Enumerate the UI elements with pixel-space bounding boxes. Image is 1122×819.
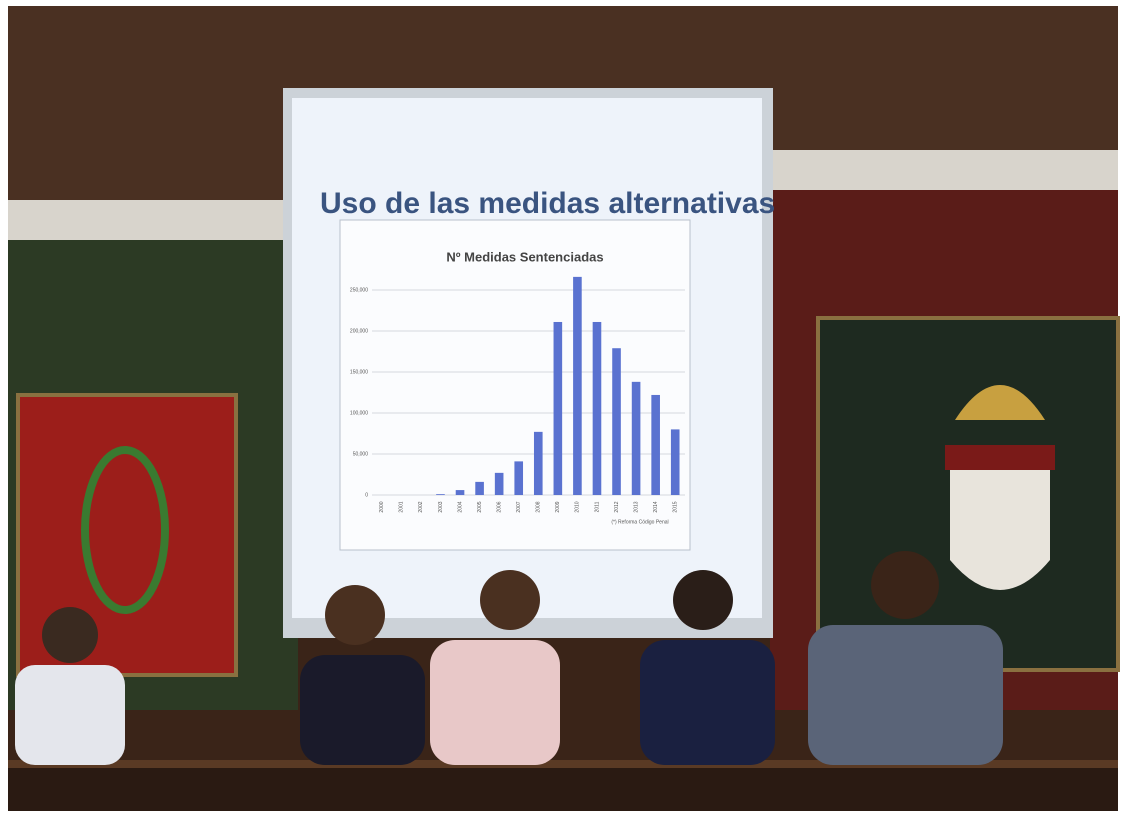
panel (15, 551, 1003, 765)
person (808, 625, 1003, 765)
x-tick-label: 2014 (653, 501, 659, 512)
shield-band (945, 445, 1055, 470)
table (8, 765, 1118, 811)
bar (670, 429, 680, 495)
x-tick-label: 2013 (633, 501, 639, 512)
head (673, 570, 733, 630)
person (640, 640, 775, 765)
person (15, 665, 125, 765)
head (480, 570, 540, 630)
bar (553, 321, 563, 495)
footnote: (*) Reforma Código Penal (611, 519, 668, 525)
head (42, 607, 98, 663)
x-tick-label: 2006 (496, 501, 502, 512)
y-tick-label: 250,000 (350, 287, 368, 293)
bar (533, 431, 543, 495)
y-tick-label: 100,000 (350, 410, 368, 416)
bar (475, 481, 484, 495)
wall-band (8, 200, 298, 240)
bar (573, 276, 582, 495)
head (871, 551, 939, 619)
shield (950, 470, 1050, 590)
person (430, 640, 560, 765)
bar (651, 394, 660, 495)
x-tick-label: 2001 (399, 501, 405, 512)
x-tick-label: 2007 (516, 501, 522, 512)
chart-title: Nº Medidas Sentenciadas (446, 249, 603, 264)
x-tick-label: 2002 (418, 501, 424, 512)
y-tick-label: 50,000 (353, 451, 369, 457)
y-tick-label: 0 (365, 492, 368, 498)
bar (612, 348, 621, 495)
y-tick-label: 150,000 (350, 369, 368, 375)
bar (455, 490, 465, 495)
person (300, 655, 425, 765)
x-tick-label: 2012 (614, 501, 620, 512)
x-tick-label: 2008 (536, 501, 542, 512)
bar (631, 381, 641, 495)
x-tick-label: 2000 (379, 501, 385, 512)
wreath (81, 446, 169, 614)
table-edge (8, 760, 1118, 768)
bar (436, 494, 445, 495)
x-tick-label: 2011 (594, 501, 600, 512)
x-tick-label: 2004 (457, 501, 463, 512)
x-tick-label: 2009 (555, 501, 561, 512)
y-tick-label: 200,000 (350, 328, 368, 334)
x-tick-label: 2005 (477, 501, 483, 512)
head (325, 585, 385, 645)
bar (494, 472, 504, 495)
slide-title: Uso de las medidas alternativas (320, 187, 775, 220)
x-tick-label: 2010 (575, 501, 581, 512)
wall-band (770, 150, 1118, 190)
x-tick-label: 2003 (438, 501, 444, 512)
bar (592, 321, 602, 495)
crown (955, 385, 1045, 420)
x-tick-label: 2015 (673, 501, 679, 512)
bar (514, 461, 524, 495)
